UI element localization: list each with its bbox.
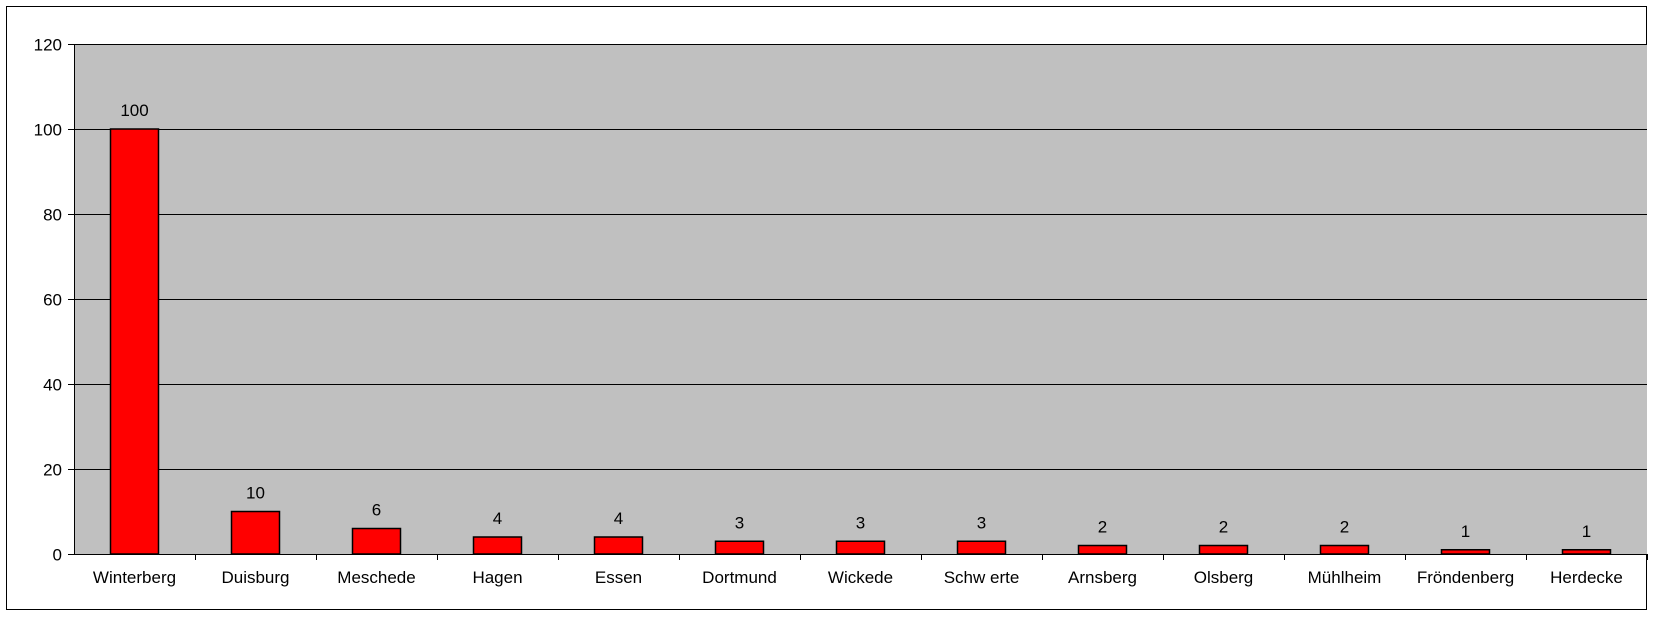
bar	[835, 540, 886, 555]
bar	[1561, 549, 1612, 555]
data-label: 3	[856, 513, 865, 532]
bar	[956, 540, 1007, 555]
data-label: 1	[1582, 522, 1591, 541]
data-label: 10	[246, 484, 265, 503]
x-tick-label: Hagen	[472, 568, 522, 587]
gridlines	[74, 44, 1647, 470]
data-label: 6	[372, 501, 381, 520]
bar	[109, 128, 160, 555]
x-tick-label: Dortmund	[702, 568, 777, 587]
y-tick-label: 60	[43, 291, 62, 310]
y-axis-ticks: 0 20 40 60 80 100 120	[34, 36, 74, 565]
data-label: 3	[977, 513, 986, 532]
x-tick-label: Schw erte	[944, 568, 1020, 587]
bar	[714, 540, 765, 555]
data-label: 2	[1098, 518, 1107, 537]
data-label: 2	[1340, 518, 1349, 537]
bar	[1440, 549, 1491, 555]
y-tick-label: 100	[34, 121, 62, 140]
data-label: 3	[735, 513, 744, 532]
y-tick-label: 80	[43, 206, 62, 225]
data-label: 100	[120, 101, 148, 120]
x-tick-label: Duisburg	[221, 568, 289, 587]
x-tick-label: Herdecke	[1550, 568, 1623, 587]
x-tick-label: Winterberg	[93, 568, 176, 587]
x-tick-label: Wickede	[828, 568, 893, 587]
bar	[472, 536, 523, 555]
data-labels: 100 10 6 4 4 3 3 3 2 2 2 1 1	[120, 101, 1591, 541]
x-axis-ticks: Winterberg Duisburg Meschede Hagen Essen Dort…	[93, 554, 1648, 587]
y-tick-label: 120	[34, 36, 62, 55]
x-tick-label: Olsberg	[1194, 568, 1254, 587]
bar	[1077, 544, 1128, 555]
y-tick-label: 20	[43, 461, 62, 480]
bar	[1198, 544, 1249, 555]
data-label: 4	[493, 509, 502, 528]
bar	[230, 510, 281, 555]
x-tick-label: Fröndenberg	[1417, 568, 1514, 587]
data-label: 4	[614, 509, 623, 528]
x-tick-label: Mühlheim	[1308, 568, 1382, 587]
x-tick-label: Meschede	[337, 568, 415, 587]
x-tick-label: Arnsberg	[1068, 568, 1137, 587]
data-label: 2	[1219, 518, 1228, 537]
bar	[593, 536, 644, 555]
y-tick-label: 0	[53, 546, 62, 565]
bars	[109, 128, 1612, 555]
bar	[1319, 544, 1370, 555]
y-tick-label: 40	[43, 376, 62, 395]
bar	[351, 527, 402, 555]
x-tick-label: Essen	[595, 568, 642, 587]
data-label: 1	[1461, 522, 1470, 541]
